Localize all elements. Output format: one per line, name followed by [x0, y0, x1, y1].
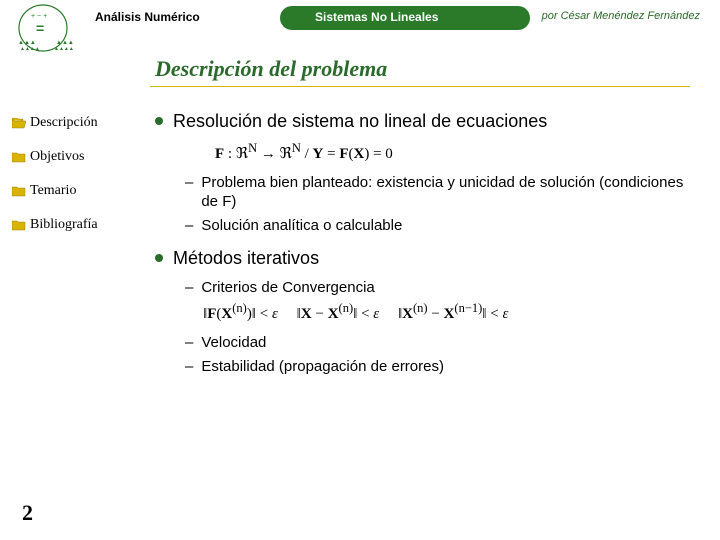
subbullet-text: Solución analítica o calculable: [201, 216, 402, 236]
folder-icon: [12, 186, 26, 197]
header-bar: + − + = ▲▲▲ ▲▲▲ ▲▲▲▲ ▲▲▲▲ Análisis Numér…: [0, 0, 720, 36]
sidebar-label: Temario: [30, 183, 76, 199]
subbullet-bien-planteado: – Problema bien planteado: existencia y …: [185, 173, 695, 212]
bullet-text: Resolución de sistema no lineal de ecuac…: [173, 110, 547, 133]
bullet-dot-icon: [155, 117, 163, 125]
dash-icon: –: [185, 173, 193, 212]
dash-icon: –: [185, 333, 193, 353]
bullet-resolucion: Resolución de sistema no lineal de ecuac…: [155, 110, 695, 133]
subbullet-velocidad: – Velocidad: [185, 333, 695, 353]
svg-text:▲▲▲▲: ▲▲▲▲: [54, 46, 74, 52]
subbullet-text: Problema bien planteado: existencia y un…: [201, 173, 695, 212]
subbullet-criterios: – Criterios de Convergencia: [185, 278, 695, 298]
dash-icon: –: [185, 357, 193, 377]
formula-mapping: F : ℜN → ℜN / Y = F(X) = 0: [215, 141, 695, 163]
folder-icon: [12, 220, 26, 231]
svg-text:▲▲▲▲: ▲▲▲▲: [20, 46, 40, 52]
sidebar-item-temario[interactable]: Temario: [12, 183, 142, 199]
page-number: 2: [22, 500, 33, 526]
sidebar: Descripción Objetivos Temario Bibliograf…: [12, 115, 142, 251]
title-underline: [150, 86, 690, 87]
sidebar-label: Bibliografía: [30, 217, 98, 233]
sidebar-item-descripcion[interactable]: Descripción: [12, 115, 142, 131]
topic-label: Sistemas No Lineales: [315, 10, 438, 24]
formula-convergence: ‖F(X(n))‖ < ε ‖X − X(n)‖ < ε ‖X(n) − X(n…: [203, 301, 695, 323]
sidebar-item-bibliografia[interactable]: Bibliografía: [12, 217, 142, 233]
dash-icon: –: [185, 216, 193, 236]
slide-title: Descripción del problema: [155, 56, 387, 82]
sidebar-label: Objetivos: [30, 149, 84, 165]
sidebar-label: Descripción: [30, 115, 98, 131]
subbullet-text: Velocidad: [201, 333, 266, 353]
university-logo: + − + = ▲▲▲ ▲▲▲ ▲▲▲▲ ▲▲▲▲: [6, 4, 81, 52]
sidebar-item-objetivos[interactable]: Objetivos: [12, 149, 142, 165]
bullet-text: Métodos iterativos: [173, 247, 319, 270]
course-label: Análisis Numérico: [95, 10, 200, 24]
svg-text:+ − +: + − +: [31, 13, 47, 20]
bullet-metodos: Métodos iterativos: [155, 247, 695, 270]
folder-open-icon: [12, 118, 26, 129]
main-content: Resolución de sistema no lineal de ecuac…: [155, 110, 695, 380]
bullet-dot-icon: [155, 254, 163, 262]
dash-icon: –: [185, 278, 193, 298]
subbullet-text: Estabilidad (propagación de errores): [201, 357, 444, 377]
folder-icon: [12, 152, 26, 163]
subbullet-estabilidad: – Estabilidad (propagación de errores): [185, 357, 695, 377]
svg-text:=: =: [36, 20, 44, 36]
subbullet-solucion-analitica: – Solución analítica o calculable: [185, 216, 695, 236]
subbullet-text: Criterios de Convergencia: [201, 278, 374, 298]
author-label: por César Menéndez Fernández: [542, 10, 700, 22]
